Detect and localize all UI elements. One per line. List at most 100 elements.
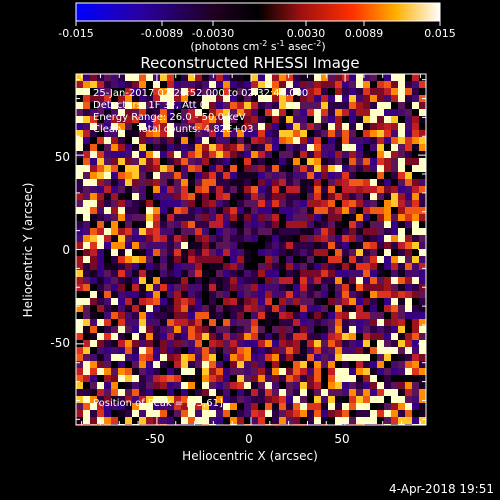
heatmap-cell xyxy=(265,137,272,144)
heatmap-cell xyxy=(342,291,349,298)
heatmap-cell xyxy=(391,207,398,214)
heatmap-cell xyxy=(244,312,251,319)
heatmap-cell xyxy=(251,410,258,417)
heatmap-cell xyxy=(90,207,97,214)
heatmap-cell xyxy=(391,123,398,130)
heatmap-cell xyxy=(391,242,398,249)
heatmap-cell xyxy=(174,235,181,242)
heatmap-cell xyxy=(328,137,335,144)
heatmap-cell xyxy=(216,200,223,207)
heatmap-cell xyxy=(188,284,195,291)
heatmap-cell xyxy=(132,417,139,424)
heatmap-cell xyxy=(356,347,363,354)
heatmap-cell xyxy=(363,375,370,382)
heatmap-cell xyxy=(244,277,251,284)
heatmap-cell xyxy=(272,389,279,396)
heatmap-cell xyxy=(118,354,125,361)
heatmap-cell xyxy=(349,361,356,368)
heatmap-cell xyxy=(76,305,83,312)
heatmap-cell xyxy=(265,368,272,375)
heatmap-cell xyxy=(405,417,412,424)
heatmap-cell xyxy=(104,347,111,354)
heatmap-cell xyxy=(314,242,321,249)
heatmap-cell xyxy=(146,263,153,270)
heatmap-cell xyxy=(384,235,391,242)
x-axis-label: Heliocentric X (arcsec) xyxy=(182,449,318,463)
heatmap-cell xyxy=(412,340,419,347)
heatmap-cell xyxy=(125,165,132,172)
heatmap-cell xyxy=(398,263,405,270)
heatmap-cell xyxy=(405,130,412,137)
heatmap-cell xyxy=(307,389,314,396)
heatmap-cell xyxy=(111,88,118,95)
heatmap-cell xyxy=(202,361,209,368)
heatmap-cell xyxy=(391,277,398,284)
heatmap-cell xyxy=(181,172,188,179)
heatmap-cell xyxy=(195,74,202,81)
heatmap-cell xyxy=(202,186,209,193)
heatmap-cell xyxy=(167,277,174,284)
heatmap-cell xyxy=(216,389,223,396)
heatmap-cell xyxy=(251,291,258,298)
heatmap-cell xyxy=(370,417,377,424)
heatmap-cell xyxy=(412,186,419,193)
heatmap-cell xyxy=(307,144,314,151)
heatmap-cell xyxy=(244,319,251,326)
heatmap-cell xyxy=(328,123,335,130)
heatmap-cell xyxy=(104,81,111,88)
heatmap-cell xyxy=(244,382,251,389)
heatmap-cell xyxy=(307,165,314,172)
heatmap-cell xyxy=(237,396,244,403)
heatmap-cell xyxy=(419,410,426,417)
heatmap-cell xyxy=(202,88,209,95)
heatmap-cell xyxy=(391,347,398,354)
heatmap-cell xyxy=(97,389,104,396)
heatmap-cell xyxy=(377,214,384,221)
heatmap-cell xyxy=(349,123,356,130)
heatmap-cell xyxy=(370,368,377,375)
heatmap-cell xyxy=(328,102,335,109)
heatmap-cell xyxy=(167,333,174,340)
heatmap-cell xyxy=(167,382,174,389)
heatmap-cell xyxy=(244,368,251,375)
heatmap-cell xyxy=(370,116,377,123)
heatmap-cell xyxy=(335,375,342,382)
heatmap-cell xyxy=(167,305,174,312)
heatmap-cell xyxy=(384,410,391,417)
heatmap-cell xyxy=(132,277,139,284)
heatmap-cell xyxy=(405,158,412,165)
heatmap-cell xyxy=(209,235,216,242)
heatmap-cell xyxy=(83,186,90,193)
heatmap-cell xyxy=(412,172,419,179)
heatmap-cell xyxy=(125,312,132,319)
heatmap-cell xyxy=(167,172,174,179)
heatmap-cell xyxy=(118,235,125,242)
heatmap-cell xyxy=(202,249,209,256)
heatmap-cell xyxy=(363,137,370,144)
heatmap-cell xyxy=(160,200,167,207)
heatmap-cell xyxy=(293,102,300,109)
heatmap-cell xyxy=(279,95,286,102)
heatmap-cell xyxy=(244,151,251,158)
heatmap-cell xyxy=(104,340,111,347)
heatmap-cell xyxy=(370,172,377,179)
heatmap-cell xyxy=(307,151,314,158)
heatmap-cell xyxy=(181,312,188,319)
heatmap-cell xyxy=(279,242,286,249)
heatmap-cell xyxy=(356,95,363,102)
heatmap-cell xyxy=(244,417,251,424)
heatmap-cell xyxy=(237,256,244,263)
heatmap-cell xyxy=(139,340,146,347)
heatmap-cell xyxy=(181,403,188,410)
heatmap-cell xyxy=(419,270,426,277)
heatmap-cell xyxy=(104,263,111,270)
heatmap-cell xyxy=(419,326,426,333)
heatmap-cell xyxy=(230,88,237,95)
heatmap-cell xyxy=(188,151,195,158)
heatmap-cell xyxy=(377,417,384,424)
heatmap-cell xyxy=(90,256,97,263)
heatmap-cell xyxy=(419,333,426,340)
heatmap-cell xyxy=(405,263,412,270)
heatmap-cell xyxy=(188,88,195,95)
heatmap-cell xyxy=(202,228,209,235)
